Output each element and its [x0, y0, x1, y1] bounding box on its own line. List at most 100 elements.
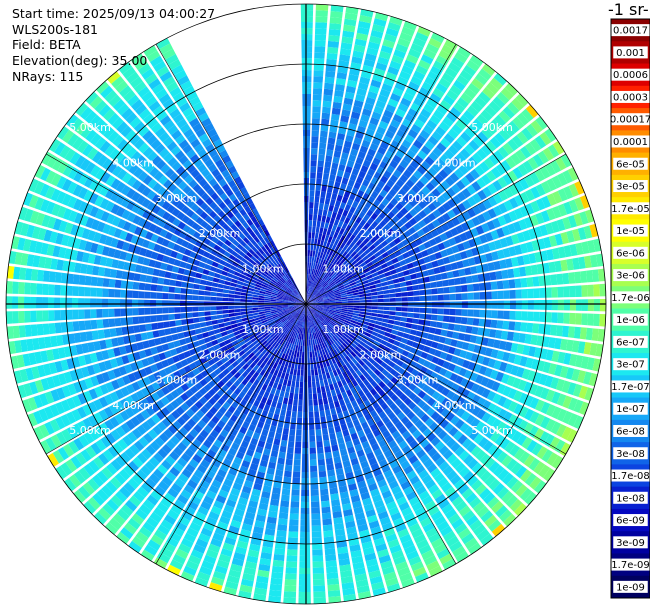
gate-83-48 [50, 434, 62, 448]
gate-83-24 [178, 367, 187, 376]
gate-35-44 [557, 351, 566, 364]
gate-95-49 [13, 266, 21, 280]
gate-44-35 [464, 426, 475, 437]
gate-75-47 [127, 517, 141, 530]
gate-34-23 [435, 321, 443, 329]
gate-81-19 [210, 363, 219, 371]
gate-91-26 [150, 315, 158, 323]
gate-1-38 [313, 76, 324, 83]
gate-3-4 [308, 280, 311, 287]
gate-8-29 [369, 142, 379, 152]
gate-88-13 [230, 320, 237, 325]
gate-17-36 [462, 160, 474, 172]
gate-73-34 [193, 469, 204, 479]
gate-91-10 [246, 308, 253, 312]
gate-35-26 [452, 331, 460, 340]
gate-76-13 [253, 357, 260, 364]
gate-4-6 [311, 268, 315, 275]
gate-16-5 [323, 282, 329, 288]
gate-21-8 [342, 279, 349, 285]
gate-4-45 [354, 38, 367, 47]
gate-61-39 [311, 531, 322, 538]
gate-49-4 [316, 318, 322, 324]
gate-38-12 [367, 325, 374, 331]
gate-35-8 [346, 311, 354, 315]
gate-2-35 [323, 94, 333, 102]
gate-52-17 [350, 387, 357, 395]
gate-30-31 [485, 291, 492, 300]
gate-56-32 [357, 480, 367, 489]
gate-96-48 [20, 253, 29, 266]
gate-16-18 [378, 228, 387, 236]
gate-78-24 [199, 396, 208, 405]
gate-90-18 [198, 316, 206, 323]
gate-25-38 [516, 232, 526, 243]
gate-84-10 [251, 326, 258, 332]
gate-69-13 [277, 370, 283, 378]
gate-40-4 [321, 311, 328, 316]
gate-19-27 [432, 209, 442, 219]
gate-97-43 [52, 245, 61, 258]
gate-90-10 [246, 310, 253, 315]
gate-7-19 [341, 196, 349, 204]
gate-18-16 [376, 243, 384, 251]
gate-70-26 [240, 440, 250, 449]
gate-47-29 [418, 423, 428, 434]
gate-40-45 [540, 416, 551, 429]
gate-8-23 [355, 176, 364, 184]
gate-88-7 [265, 312, 272, 316]
gate-41-14 [373, 340, 381, 347]
gate-57-15 [324, 384, 330, 392]
gate-51-29 [391, 445, 401, 454]
gate-32-6 [335, 305, 342, 307]
gate-21-37 [493, 192, 503, 204]
gate-59-47 [340, 576, 354, 584]
gate-56-8 [317, 343, 322, 351]
gate-79-46 [92, 474, 104, 488]
gate-11-44 [438, 77, 452, 89]
gate-7-36 [375, 100, 386, 109]
gate-94-46 [30, 282, 37, 295]
gate-76-40 [145, 477, 157, 489]
gate-39-32 [475, 374, 484, 385]
gate-65-10 [295, 357, 299, 364]
gate-43-34 [465, 414, 476, 425]
gate-68-38 [232, 514, 243, 523]
gate-38-22 [423, 345, 431, 353]
gate-4-43 [352, 50, 365, 59]
gate-0-48 [300, 16, 313, 23]
gate-17-34 [454, 168, 464, 179]
gate-1-13 [308, 226, 312, 233]
gate-86-43 [61, 385, 72, 398]
gate-32-12 [371, 306, 378, 310]
gate-20-50 [552, 140, 565, 155]
gate-32-28 [467, 309, 474, 317]
gate-92-35 [96, 309, 103, 318]
gate-40-49 [561, 426, 573, 441]
gate-76-12 [257, 352, 264, 360]
gate-77-44 [119, 486, 132, 499]
gate-27-45 [563, 245, 572, 258]
gate-40-47 [550, 421, 562, 435]
gate-92-27 [144, 307, 151, 315]
gate-76-46 [120, 504, 134, 517]
gate-19-24 [417, 219, 427, 228]
gate-90-40 [67, 333, 76, 345]
gate-80-16 [228, 357, 236, 364]
gate-43-18 [388, 360, 396, 368]
gate-90-8 [258, 309, 265, 313]
gate-28-23 [436, 280, 443, 288]
gate-8-33 [378, 120, 389, 130]
gate-50-27 [391, 430, 401, 440]
gate-47-42 [470, 479, 483, 491]
gate-61-15 [308, 387, 313, 394]
gate-36-30 [473, 344, 481, 354]
gate-71-28 [228, 447, 238, 457]
gate-6-6 [314, 269, 318, 276]
gate-36-28 [461, 341, 470, 351]
gate-13-26 [395, 179, 405, 188]
gate-90-41 [61, 334, 70, 346]
gate-74-41 [160, 497, 173, 509]
gate-19-15 [374, 251, 382, 258]
gate-66-12 [289, 368, 294, 375]
